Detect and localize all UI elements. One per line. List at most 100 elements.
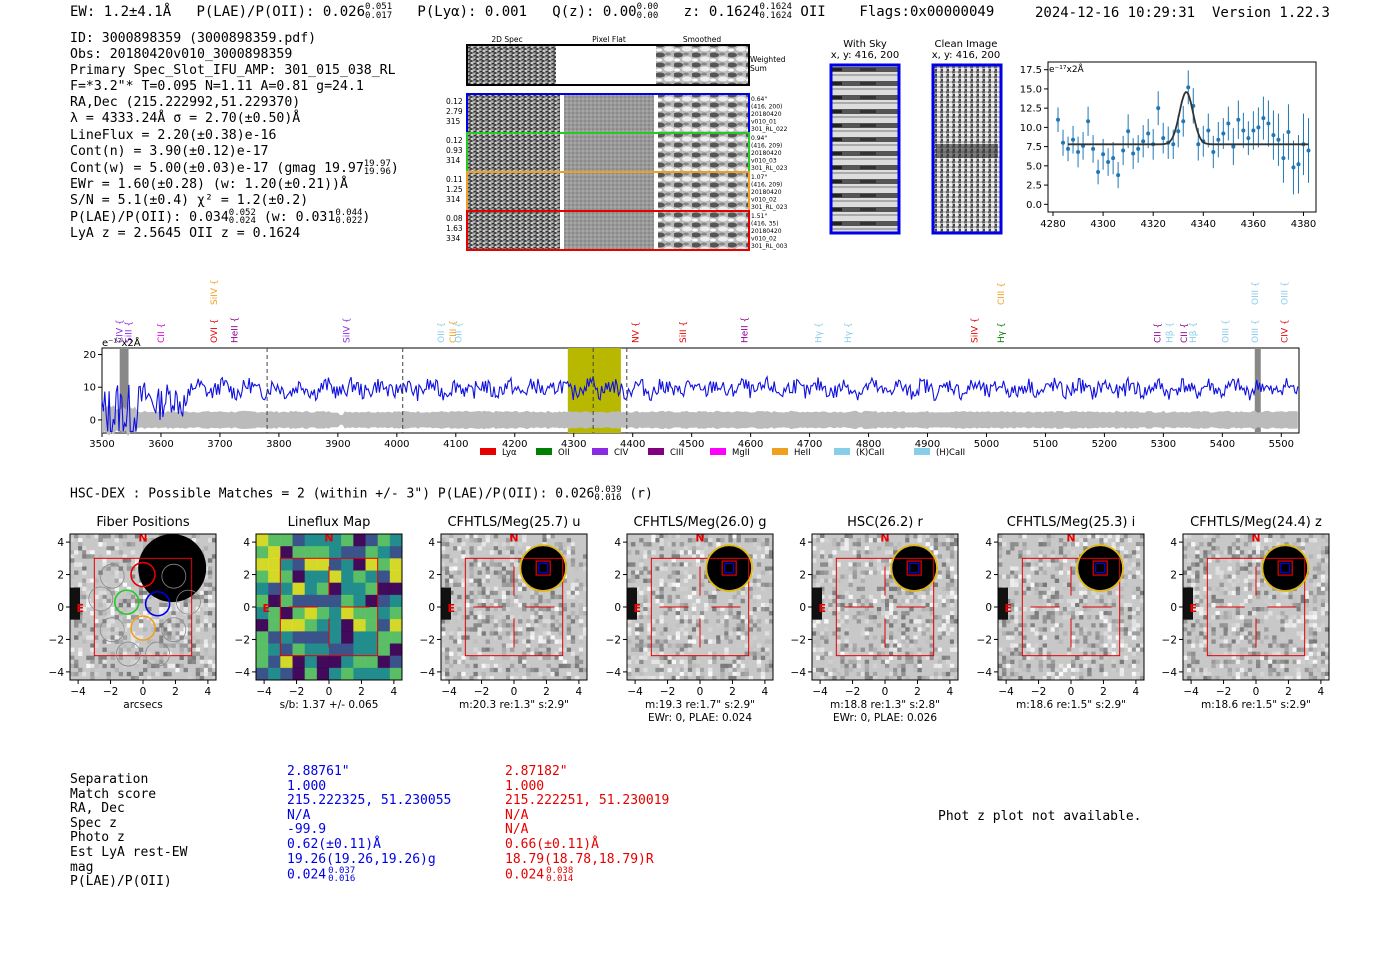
match-value: 2.88761": [287, 764, 350, 779]
imaging-ytick-label: −2: [976, 634, 991, 646]
fit-point: [1106, 160, 1111, 164]
cutout-right-label: 20180420: [751, 111, 782, 118]
imaging-xtick-label: 2: [914, 686, 921, 698]
imaging-xtick-label: −2: [103, 686, 118, 698]
spectral-line-label: Hγ {: [997, 322, 1007, 343]
masked-region: [119, 348, 129, 433]
spec-xtick-label: 3800: [266, 439, 291, 450]
match-marker-red: [1277, 560, 1293, 576]
cutout-left-label: 0.93: [446, 146, 463, 155]
match-labels-column: Separation Match score RA, Dec Spec z Photo …: [70, 772, 187, 890]
header-z: z: 0.1624: [683, 4, 760, 20]
info-ewr: EWr = 1.60(±0.28) (w: 1.20(±0.21))Å: [70, 176, 348, 192]
info-f: F=*3.2"* T=0.095 N=1.11 A=0.81 g=24.1: [70, 79, 364, 95]
spec-xtick-label: 3900: [325, 439, 350, 450]
legend-swatch: [710, 448, 726, 455]
fit-point: [1276, 137, 1281, 142]
imaging-xtick-label: 0: [1067, 686, 1074, 698]
with-sky-image: [829, 63, 901, 235]
match-value: -99.9: [287, 822, 327, 838]
cutout-right-label: 301_RL_023: [751, 165, 788, 172]
imaging-xtick-label: 4: [947, 686, 954, 698]
match-marker-blue: [1094, 562, 1105, 574]
weighted-label: Weighted: [750, 55, 786, 64]
imaging-ytick-label: 4: [243, 537, 250, 549]
match-value: 0.62(±0.11)Å: [287, 836, 381, 852]
imaging-caption-2: EWr: 0, PLAE: 0.024: [647, 712, 751, 724]
fiber-circle: [88, 586, 114, 612]
legend-swatch: [914, 448, 930, 455]
header-qz: Q(z): 0.00: [552, 4, 637, 20]
imaging-xtick-label: 2: [172, 686, 179, 698]
fit-ytick-label: 10.0: [1020, 123, 1042, 134]
east-marker: E: [1189, 602, 1197, 615]
photz-note: Phot z plot not available.: [938, 809, 1142, 824]
match-marker-red: [906, 560, 922, 576]
fit-point: [1061, 140, 1066, 145]
match-value: 0.66(±0.11)Å: [505, 836, 599, 852]
cutout-right-label: v010_01: [751, 119, 777, 126]
match-ellipse: [1075, 544, 1124, 592]
imaging-xtick-label: 0: [882, 686, 889, 698]
spec-xtick-label: 4700: [797, 439, 822, 450]
imaging-ytick-label: 0: [57, 602, 64, 614]
fit-point: [1146, 131, 1151, 136]
imaging-xtick-label: 2: [358, 686, 365, 698]
east-marker: E: [447, 602, 455, 615]
north-marker: N: [509, 531, 518, 544]
fit-point: [1286, 130, 1291, 134]
spec-xtick-label: 5300: [1151, 439, 1176, 450]
match-marker-red: [1092, 560, 1108, 576]
imaging-ytick-label: 4: [1170, 537, 1177, 549]
cutout-right-label: 301_RL_022: [751, 126, 788, 133]
imaging-panel-title: CFHTLS/Meg(25.3) i: [1006, 515, 1134, 530]
bright-source: [706, 546, 751, 591]
cutout-left-label: 314: [446, 195, 461, 204]
cutout-right-label: 20180420: [751, 150, 782, 157]
spec-xtick-label: 4900: [915, 439, 940, 450]
legend-swatch: [536, 448, 552, 455]
imaging-panels: Fiber Positions N E −4 −4 −2 −2 0 0 2 2 4 4 arcsecs Li…: [40, 510, 1360, 725]
fit-axes: [1047, 61, 1317, 213]
aperture-box: [1021, 557, 1120, 657]
match-table: Separation Match score RA, Dec Spec z Photo …: [70, 764, 770, 903]
clean-image-xy: x, y: 416, 200: [932, 50, 1001, 61]
bright-source: [521, 546, 566, 591]
cutout-right-label: (416, 35): [751, 221, 779, 228]
match-label: RA, Dec: [70, 801, 125, 817]
cutout-left-label: 1.63: [446, 224, 463, 233]
line-legend: Lyα OII CIV CIII MgII HeII (K)CaII (H)CaII: [480, 448, 965, 458]
spectral-line-label: CIV {: [116, 319, 126, 343]
fit-point: [1266, 121, 1271, 126]
edge-source: [812, 587, 822, 620]
spectral-line-label: OIII {: [1251, 281, 1261, 305]
fiber-circle: [161, 617, 187, 643]
imaging-xtick-label: −4: [998, 686, 1014, 698]
imaging-panel-title: CFHTLS/Meg(26.0) g: [633, 515, 766, 530]
cutout-right-label: 301_RL_023: [751, 204, 788, 211]
cutout-left-label: 334: [446, 234, 461, 243]
info-lambda: λ = 4333.24Å σ = 2.70(±0.50)Å: [70, 111, 301, 127]
col-smooth-label: Smoothed: [683, 35, 722, 44]
legend-label: CIII: [670, 448, 683, 458]
fit-point: [1161, 136, 1166, 141]
match-label: P(LAE)/P(OII): [70, 874, 172, 890]
fit-point: [1171, 142, 1176, 147]
header-qz-sup: 0.00: [636, 2, 659, 12]
spec-xtick-label: 4000: [384, 439, 409, 450]
fit-point: [1176, 129, 1181, 134]
imaging-xtick-label: 2: [729, 686, 736, 698]
match-1-column: 2.88761" 1.000 215.222325, 51.230055 N/A -99…: [287, 764, 452, 890]
match-ellipse: [890, 544, 938, 592]
spectral-line-label: CII {: [1153, 323, 1163, 343]
imaging-ytick-label: 4: [985, 537, 992, 549]
imaging-panel: HSC(26.2) rN E −4 −4 −2 −2 0 0 2 2 4 4 m:18.8 re:1.3…: [791, 515, 959, 724]
match-value: N/A: [505, 822, 529, 838]
fit-point: [1206, 128, 1211, 133]
imaging-xtick-label: −2: [474, 686, 489, 698]
info-contw: Cont(w) = 5.00(±0.03)e-17 (gmag 19.9719.…: [70, 158, 399, 177]
fit-point: [1156, 106, 1161, 111]
imaging-ytick-label: −2: [791, 634, 806, 646]
match-value: 215.222325, 51.230055: [287, 793, 452, 809]
